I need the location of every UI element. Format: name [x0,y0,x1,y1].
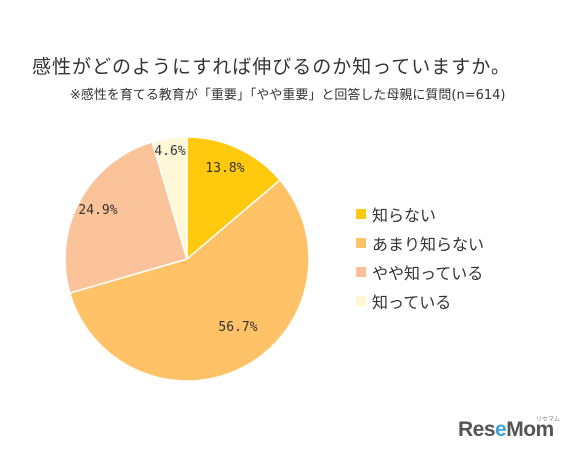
legend-item-4: 知っている [356,286,484,315]
pie-slice-4 [151,136,188,260]
chart-subtitle: ※感性を育てる教育が「重要」「やや重要」と回答した母親に質問(n=614) [70,88,506,103]
slice-label-1: 13.8% [205,161,244,176]
logo-kana: リセマム [536,416,561,423]
slice-label-3: 24.9% [78,203,117,218]
legend-swatch [356,295,366,306]
legend-item-1: 知らない [356,199,484,228]
chart-legend: 知らないあまり知らない やや知っている 知っている [356,199,484,315]
resemom-logo: ReseMom [458,418,554,441]
pie-slice-3 [64,141,188,294]
slice-label-2: 56.7% [218,320,257,335]
legend-item-3: やや知っている [356,257,484,286]
slice-label-4: 4.6% [154,144,185,159]
legend-label: あまり知らない [372,234,485,254]
legend-swatch [356,208,366,219]
legend-label: 知っている [372,292,452,312]
legend-item-2: あまり知らない [356,228,484,257]
pie-slice-2 [68,179,310,382]
chart-title: 感性がどのようにすれば伸びるのか知っていますか。 [32,56,511,78]
legend-label: やや知っている [372,263,484,283]
legend-swatch [356,237,366,248]
legend-label: 知らない [372,205,437,225]
legend-swatch [356,266,366,277]
pie-slice-1 [186,136,282,261]
